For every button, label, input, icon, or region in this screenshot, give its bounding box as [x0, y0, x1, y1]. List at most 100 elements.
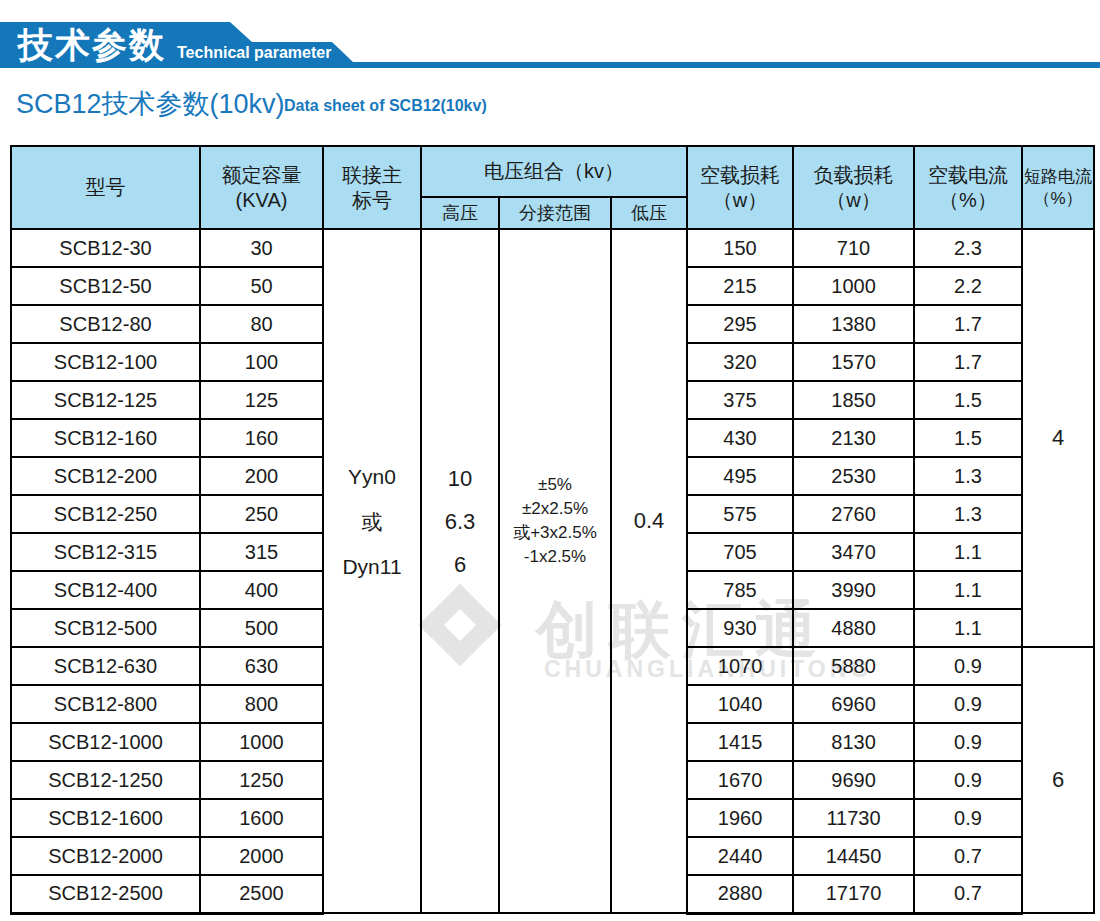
cell-no-load-loss: 295: [687, 305, 793, 343]
parameter-table-wrapper: 型号 额定容量 (KVA) 联接主 标号 电压组合（kv） 空载损耗: [10, 145, 1095, 915]
cell-no-load-loss: 575: [687, 495, 793, 533]
cell-load-loss: 1570: [793, 343, 914, 381]
cell-no-load-loss: 2440: [687, 837, 793, 875]
cell-no-load-loss: 320: [687, 343, 793, 381]
cell-capacity: 400: [200, 571, 323, 609]
table-header: 型号 额定容量 (KVA) 联接主 标号 电压组合（kv） 空载损耗: [11, 146, 1094, 229]
header-no-load-current-line1: 空载电流: [915, 163, 1021, 188]
cell-no-load-current: 1.3: [914, 457, 1022, 495]
header-isc-line1: 短路电流: [1023, 166, 1093, 188]
cell-load-loss: 9690: [793, 761, 914, 799]
header-short-circuit-current: 短路电流 （%）: [1022, 146, 1094, 229]
header-model-label: 型号: [12, 175, 199, 200]
cell-model: SCB12-200: [11, 457, 200, 495]
cell-no-load-loss: 1670: [687, 761, 793, 799]
parameter-table: 型号 额定容量 (KVA) 联接主 标号 电压组合（kv） 空载损耗: [10, 145, 1095, 915]
cell-load-loss: 14450: [793, 837, 914, 875]
cell-model: SCB12-125: [11, 381, 200, 419]
cell-model: SCB12-315: [11, 533, 200, 571]
cell-no-load-current: 0.7: [914, 875, 1022, 913]
cell-load-loss: 1380: [793, 305, 914, 343]
cell-load-loss: 6960: [793, 685, 914, 723]
header-hv: 高压: [421, 197, 499, 229]
cell-no-load-loss: 1070: [687, 647, 793, 685]
cell-load-loss: 4880: [793, 609, 914, 647]
header-tap: 分接范围: [499, 197, 611, 229]
header-link-line1: 联接主: [324, 163, 420, 188]
header-voltage-group: 电压组合（kv）: [421, 146, 687, 197]
cell-load-loss: 17170: [793, 875, 914, 913]
cell-model: SCB12-400: [11, 571, 200, 609]
cell-no-load-loss: 150: [687, 229, 793, 267]
cell-no-load-loss: 495: [687, 457, 793, 495]
header-no-load-loss: 空载损耗 （w）: [687, 146, 793, 229]
cell-load-loss: 2530: [793, 457, 914, 495]
cell-no-load-loss: 1040: [687, 685, 793, 723]
cell-hv: 106.36: [421, 229, 499, 913]
cell-capacity: 80: [200, 305, 323, 343]
cell-no-load-loss: 2880: [687, 875, 793, 913]
header-voltage-group-label: 电压组合（kv）: [422, 159, 686, 184]
cell-no-load-current: 1.5: [914, 381, 1022, 419]
banner-title-en: Technical parameter: [177, 44, 331, 62]
cell-load-loss: 710: [793, 229, 914, 267]
cell-no-load-current: 1.5: [914, 419, 1022, 457]
cell-load-loss: 1850: [793, 381, 914, 419]
cell-no-load-loss: 1960: [687, 799, 793, 837]
cell-load-loss: 5880: [793, 647, 914, 685]
cell-model: SCB12-160: [11, 419, 200, 457]
header-load-loss-line2: （w）: [794, 188, 913, 213]
cell-capacity: 200: [200, 457, 323, 495]
page-title: SCB12技术参数(10kv): [16, 86, 285, 122]
cell-load-loss: 2130: [793, 419, 914, 457]
cell-load-loss: 2760: [793, 495, 914, 533]
cell-no-load-current: 0.7: [914, 837, 1022, 875]
cell-capacity: 100: [200, 343, 323, 381]
header-no-load-loss-line1: 空载损耗: [688, 163, 792, 188]
cell-tap-range: ±5%±2x2.5%或+3x2.5%-1x2.5%: [499, 229, 611, 913]
cell-load-loss: 8130: [793, 723, 914, 761]
cell-model: SCB12-80: [11, 305, 200, 343]
header-capacity: 额定容量 (KVA): [200, 146, 323, 229]
cell-load-loss: 3470: [793, 533, 914, 571]
cell-no-load-current: 1.1: [914, 571, 1022, 609]
cell-hv-text: 106.36: [422, 457, 498, 586]
cell-model: SCB12-100: [11, 343, 200, 381]
cell-no-load-current: 2.2: [914, 267, 1022, 305]
table-body: SCB12-3030Yyn0或Dyn11106.36±5%±2x2.5%或+3x…: [11, 229, 1094, 913]
cell-capacity: 30: [200, 229, 323, 267]
cell-model: SCB12-2500: [11, 875, 200, 913]
cell-lv: 0.4: [611, 229, 687, 913]
cell-model: SCB12-30: [11, 229, 200, 267]
header-model: 型号: [11, 146, 200, 229]
cell-no-load-current: 1.1: [914, 609, 1022, 647]
cell-capacity: 1250: [200, 761, 323, 799]
cell-no-load-loss: 1415: [687, 723, 793, 761]
cell-capacity: 160: [200, 419, 323, 457]
header-isc-line2: （%）: [1023, 188, 1093, 210]
cell-capacity: 2000: [200, 837, 323, 875]
cell-no-load-current: 0.9: [914, 761, 1022, 799]
cell-capacity: 1000: [200, 723, 323, 761]
cell-no-load-current: 0.9: [914, 799, 1022, 837]
header-lv: 低压: [611, 197, 687, 229]
cell-tap-range-text: ±5%±2x2.5%或+3x2.5%-1x2.5%: [500, 473, 610, 569]
header-no-load-current: 空载电流 （%）: [914, 146, 1022, 229]
cell-isc-group1: 4: [1022, 229, 1094, 647]
cell-model: SCB12-800: [11, 685, 200, 723]
cell-model: SCB12-250: [11, 495, 200, 533]
cell-capacity: 50: [200, 267, 323, 305]
cell-load-loss: 3990: [793, 571, 914, 609]
cell-no-load-current: 1.3: [914, 495, 1022, 533]
table-row: SCB12-3030Yyn0或Dyn11106.36±5%±2x2.5%或+3x…: [11, 229, 1094, 267]
header-no-load-current-line2: （%）: [915, 188, 1021, 213]
cell-load-loss: 1000: [793, 267, 914, 305]
cell-no-load-current: 1.7: [914, 343, 1022, 381]
cell-capacity: 1600: [200, 799, 323, 837]
cell-no-load-loss: 375: [687, 381, 793, 419]
header-row-1: 型号 额定容量 (KVA) 联接主 标号 电压组合（kv） 空载损耗: [11, 146, 1094, 197]
cell-no-load-loss: 930: [687, 609, 793, 647]
cell-no-load-current: 2.3: [914, 229, 1022, 267]
header-no-load-loss-line2: （w）: [688, 188, 792, 213]
cell-capacity: 2500: [200, 875, 323, 913]
